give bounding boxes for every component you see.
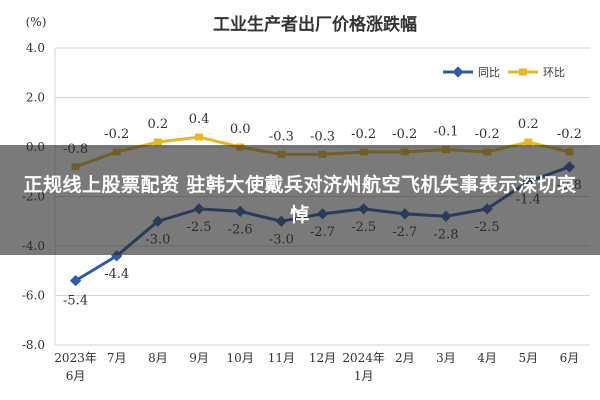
data-label: 0.2 [148,117,169,132]
data-label: -0.3 [310,129,335,144]
data-label: -0.3 [269,129,294,144]
overlay-banner: 正规线上股票配资 驻韩大使戴兵对济州航空飞机失事表示深切哀悼 [0,145,600,255]
data-label: -4.4 [104,267,129,282]
x-tick-label: 8月 [148,351,168,365]
series-point [153,138,162,146]
x-tick-label: 2023年 [54,351,97,365]
data-label: -0.1 [433,124,458,139]
x-tick-label: 9月 [189,351,209,365]
x-tick-label: 3月 [436,351,456,365]
data-label: -0.2 [104,127,129,142]
data-label: 0.0 [230,122,251,137]
legend-marker [519,68,527,76]
data-label: -0.2 [557,127,582,142]
data-label: -0.2 [392,127,417,142]
data-label: 0.4 [189,112,210,127]
data-label: -5.4 [63,294,88,309]
y-tick-label: 2.0 [26,91,45,105]
legend: 同比 环比 [443,66,565,79]
y-unit-label: (%) [26,15,47,29]
legend-marker [452,66,464,78]
x-tick-label: 1月 [354,369,374,383]
chart-title: 工业生产者出厂价格涨跌幅 [213,14,417,35]
y-tick-label: -8.0 [22,338,45,352]
legend-label: 环比 [543,66,565,79]
legend-label: 同比 [478,66,500,79]
series-point [195,133,204,141]
x-axis: 2023年 6月 7月 8月 9月 10月 11月 12月 2024年 1月 2月 3月 4月 5月 6月 [54,351,579,383]
data-label: -0.2 [351,127,376,142]
y-tick-label: 4.0 [26,41,45,55]
x-tick-label: 11月 [268,351,295,365]
x-tick-label: 4月 [477,351,497,365]
x-tick-label: 7月 [107,351,127,365]
series-point [524,138,533,146]
x-tick-label: 5月 [518,351,538,365]
x-tick-label: 2024年 [342,351,385,365]
data-label: 0.2 [518,117,539,132]
x-tick-label: 6月 [66,369,86,383]
x-tick-label: 2月 [395,351,415,365]
overlay-caption: 正规线上股票配资 驻韩大使戴兵对济州航空飞机失事表示深切哀悼 [23,174,577,226]
data-label: -0.2 [475,127,500,142]
x-tick-label: 6月 [560,351,580,365]
x-tick-label: 12月 [309,351,336,365]
y-tick-label: -6.0 [22,289,45,303]
x-tick-label: 10月 [227,351,254,365]
